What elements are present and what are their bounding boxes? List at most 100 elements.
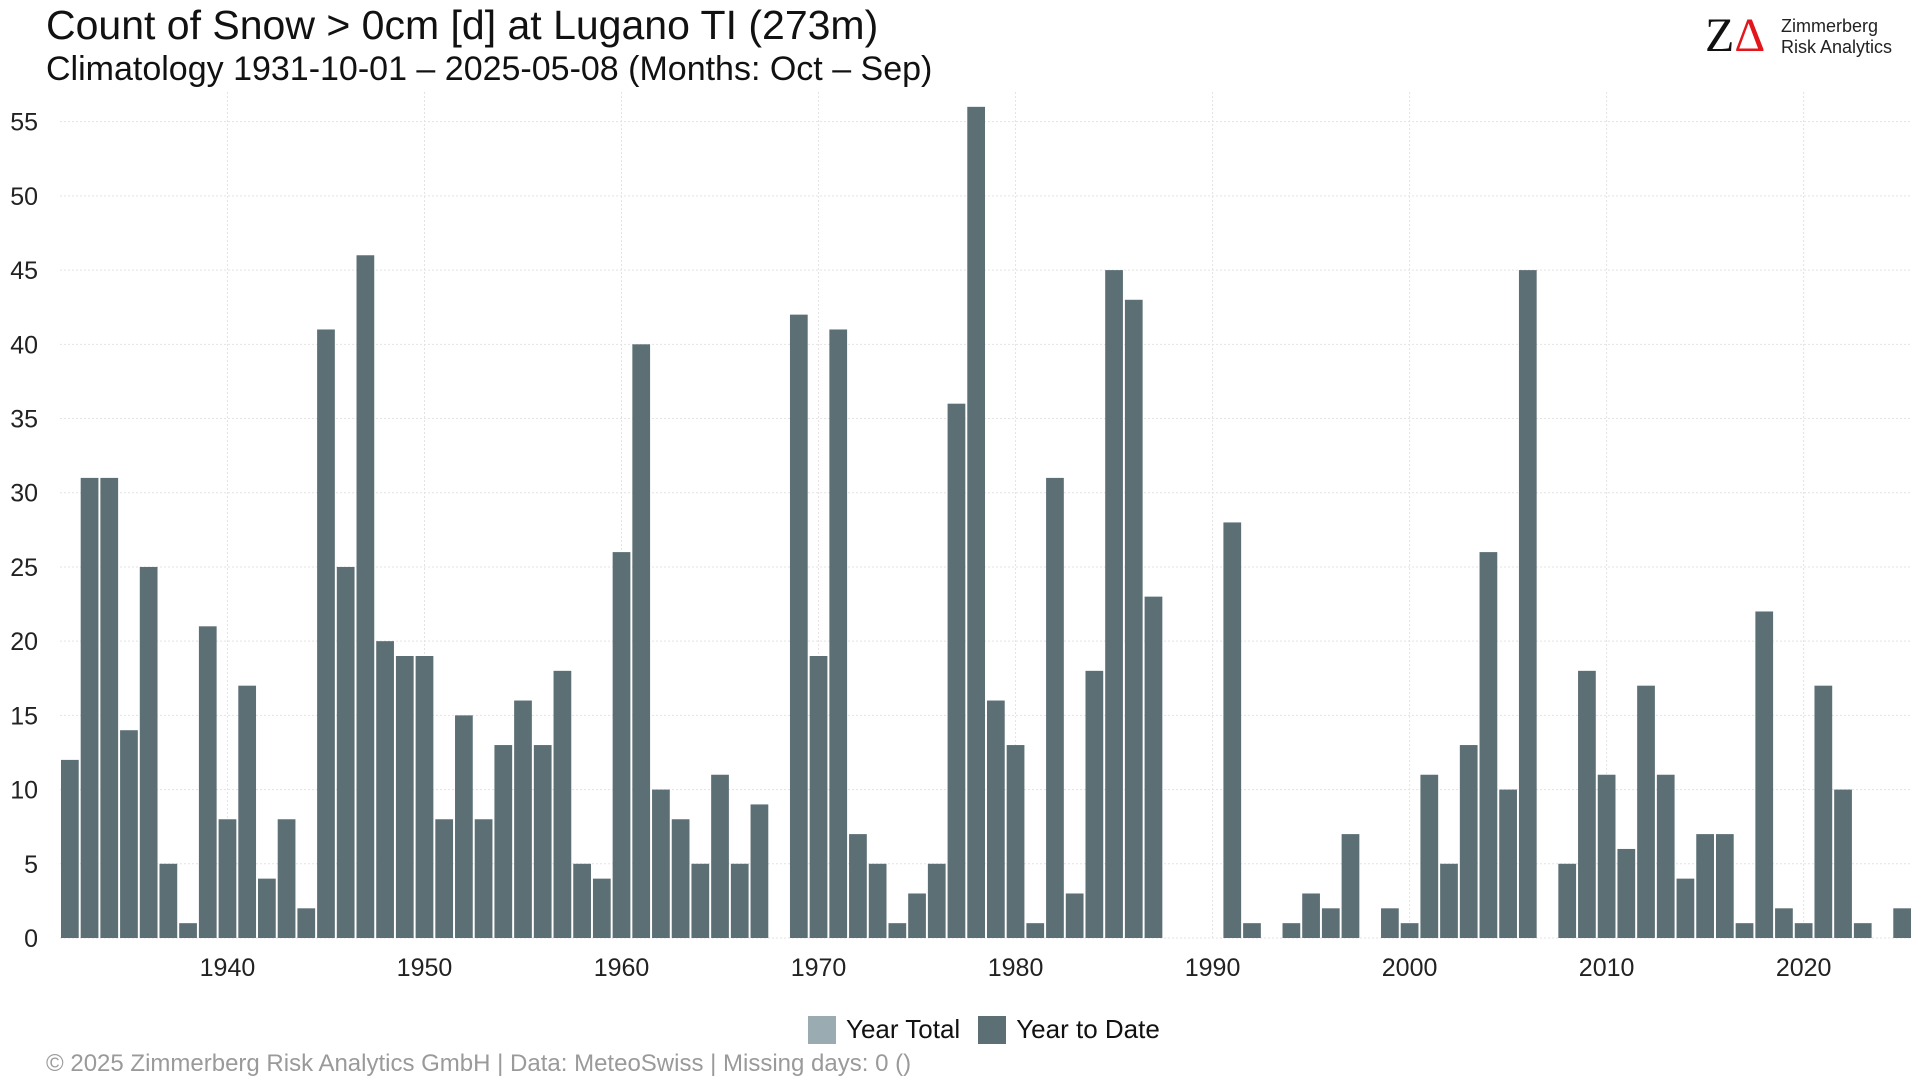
x-tick-label: 1940 [200, 954, 256, 982]
bar-1979 [986, 700, 1005, 938]
chart-title: Count of Snow > 0cm [d] at Lugano TI (27… [46, 2, 879, 48]
bar-1975 [908, 893, 926, 938]
bar-1971 [829, 329, 848, 938]
x-tick-label: 1960 [594, 954, 650, 982]
y-tick-label: 25 [10, 554, 38, 582]
bar-1978 [967, 106, 986, 938]
bar-1945 [317, 329, 335, 938]
bar-1967 [750, 804, 769, 938]
bar-1996 [1321, 908, 1340, 938]
bar-1970 [809, 656, 828, 938]
legend-label-year-total: Year Total [846, 1014, 961, 1044]
y-tick-label: 20 [10, 628, 38, 656]
bar-1994 [1282, 923, 1301, 938]
bar-1950 [415, 656, 434, 938]
bar-1943 [277, 819, 296, 938]
bar-1984 [1085, 670, 1104, 938]
y-tick-label: 55 [10, 109, 38, 137]
bar-1961 [632, 344, 651, 938]
x-tick-label: 1980 [988, 954, 1044, 982]
bar-1974 [888, 923, 907, 938]
bar-1977 [947, 403, 966, 938]
logo-mark-icon: ZΔ [1705, 9, 1766, 62]
bar-2001 [1420, 774, 1439, 938]
bar-2009 [1578, 670, 1596, 938]
bar-1932 [60, 759, 79, 938]
bar-2017 [1735, 923, 1754, 938]
y-tick-label: 10 [10, 777, 38, 805]
bar-1947 [356, 255, 375, 938]
legend-swatch-year-total [808, 1015, 836, 1044]
bar-2021 [1814, 685, 1833, 938]
bar-1962 [652, 789, 670, 938]
bar-1952 [455, 715, 473, 938]
bar-1935 [120, 730, 138, 938]
bar-1955 [514, 700, 532, 938]
bar-2018 [1755, 611, 1774, 938]
bar-1944 [297, 908, 316, 938]
bar-1948 [376, 641, 394, 938]
bar-1965 [711, 774, 729, 938]
bar-2014 [1676, 878, 1695, 938]
bar-2020 [1794, 923, 1813, 938]
y-tick-label: 35 [10, 406, 38, 434]
x-tick-label: 2020 [1776, 954, 1832, 982]
bar-1954 [494, 745, 513, 938]
bar-1991 [1223, 522, 1242, 938]
bar-1941 [238, 685, 257, 938]
bar-1956 [533, 745, 552, 938]
y-tick-label: 0 [24, 925, 38, 953]
bar-2012 [1637, 685, 1655, 938]
y-tick-label: 50 [10, 183, 38, 211]
bar-1976 [927, 863, 946, 938]
y-tick-label: 40 [10, 331, 38, 359]
bar-1949 [395, 656, 414, 938]
bar-1964 [691, 863, 710, 938]
bar-1942 [258, 878, 276, 938]
x-tick-label: 2010 [1579, 954, 1635, 982]
bar-1980 [1006, 745, 1025, 938]
bar-1999 [1381, 908, 1399, 938]
chart-subtitle: Climatology 1931-10-01 – 2025-05-08 (Mon… [46, 50, 933, 88]
bar-2015 [1696, 834, 1714, 938]
legend-label-year-to-date: Year to Date [1016, 1014, 1160, 1044]
bar-1958 [573, 863, 591, 938]
y-tick-label: 45 [10, 257, 38, 285]
bar-2005 [1499, 789, 1517, 938]
logo-delta-icon: Δ [1734, 9, 1766, 62]
logo-line-1: Zimmerberg [1781, 16, 1879, 36]
bar-1937 [159, 863, 178, 938]
bar-1938 [179, 923, 197, 938]
bar-1985 [1105, 270, 1123, 939]
legend-item-year-total: Year Total [808, 1014, 960, 1045]
bar-1983 [1065, 893, 1084, 938]
bar-2016 [1715, 834, 1734, 938]
bar-1957 [553, 670, 572, 938]
bar-1946 [336, 566, 355, 938]
bar-1951 [435, 819, 454, 938]
bar-1992 [1243, 923, 1261, 938]
bar-1933 [80, 477, 99, 938]
y-tick-label: 5 [24, 851, 38, 879]
bar-1972 [849, 834, 867, 938]
x-tick-label: 1990 [1185, 954, 1241, 982]
footer-copyright: © 2025 Zimmerberg Risk Analytics GmbH | … [46, 1050, 912, 1077]
bar-2004 [1479, 552, 1498, 938]
bar-1969 [789, 314, 808, 938]
company-logo: ZΔ Zimmerberg Risk Analytics [1705, 10, 1905, 62]
bar-1963 [671, 819, 690, 938]
bar-chart: 0 5 10 15 20 25 30 35 40 45 50 55 1940 1950 1960 1970 19… [10, 92, 1912, 982]
bar-2011 [1617, 848, 1636, 938]
bar-2006 [1518, 270, 1537, 939]
bar-1981 [1026, 923, 1045, 938]
bar-2000 [1400, 923, 1419, 938]
bar-1959 [592, 878, 611, 938]
legend-swatch-year-to-date [978, 1015, 1007, 1044]
logo-text: Zimmerberg Risk Analytics [1781, 16, 1892, 58]
y-tick-label: 15 [10, 702, 38, 730]
y-tick-label: 30 [10, 480, 38, 508]
bar-2002 [1440, 863, 1458, 938]
x-tick-label: 1970 [791, 954, 847, 982]
bar-1936 [139, 566, 158, 938]
bar-1953 [474, 819, 493, 938]
